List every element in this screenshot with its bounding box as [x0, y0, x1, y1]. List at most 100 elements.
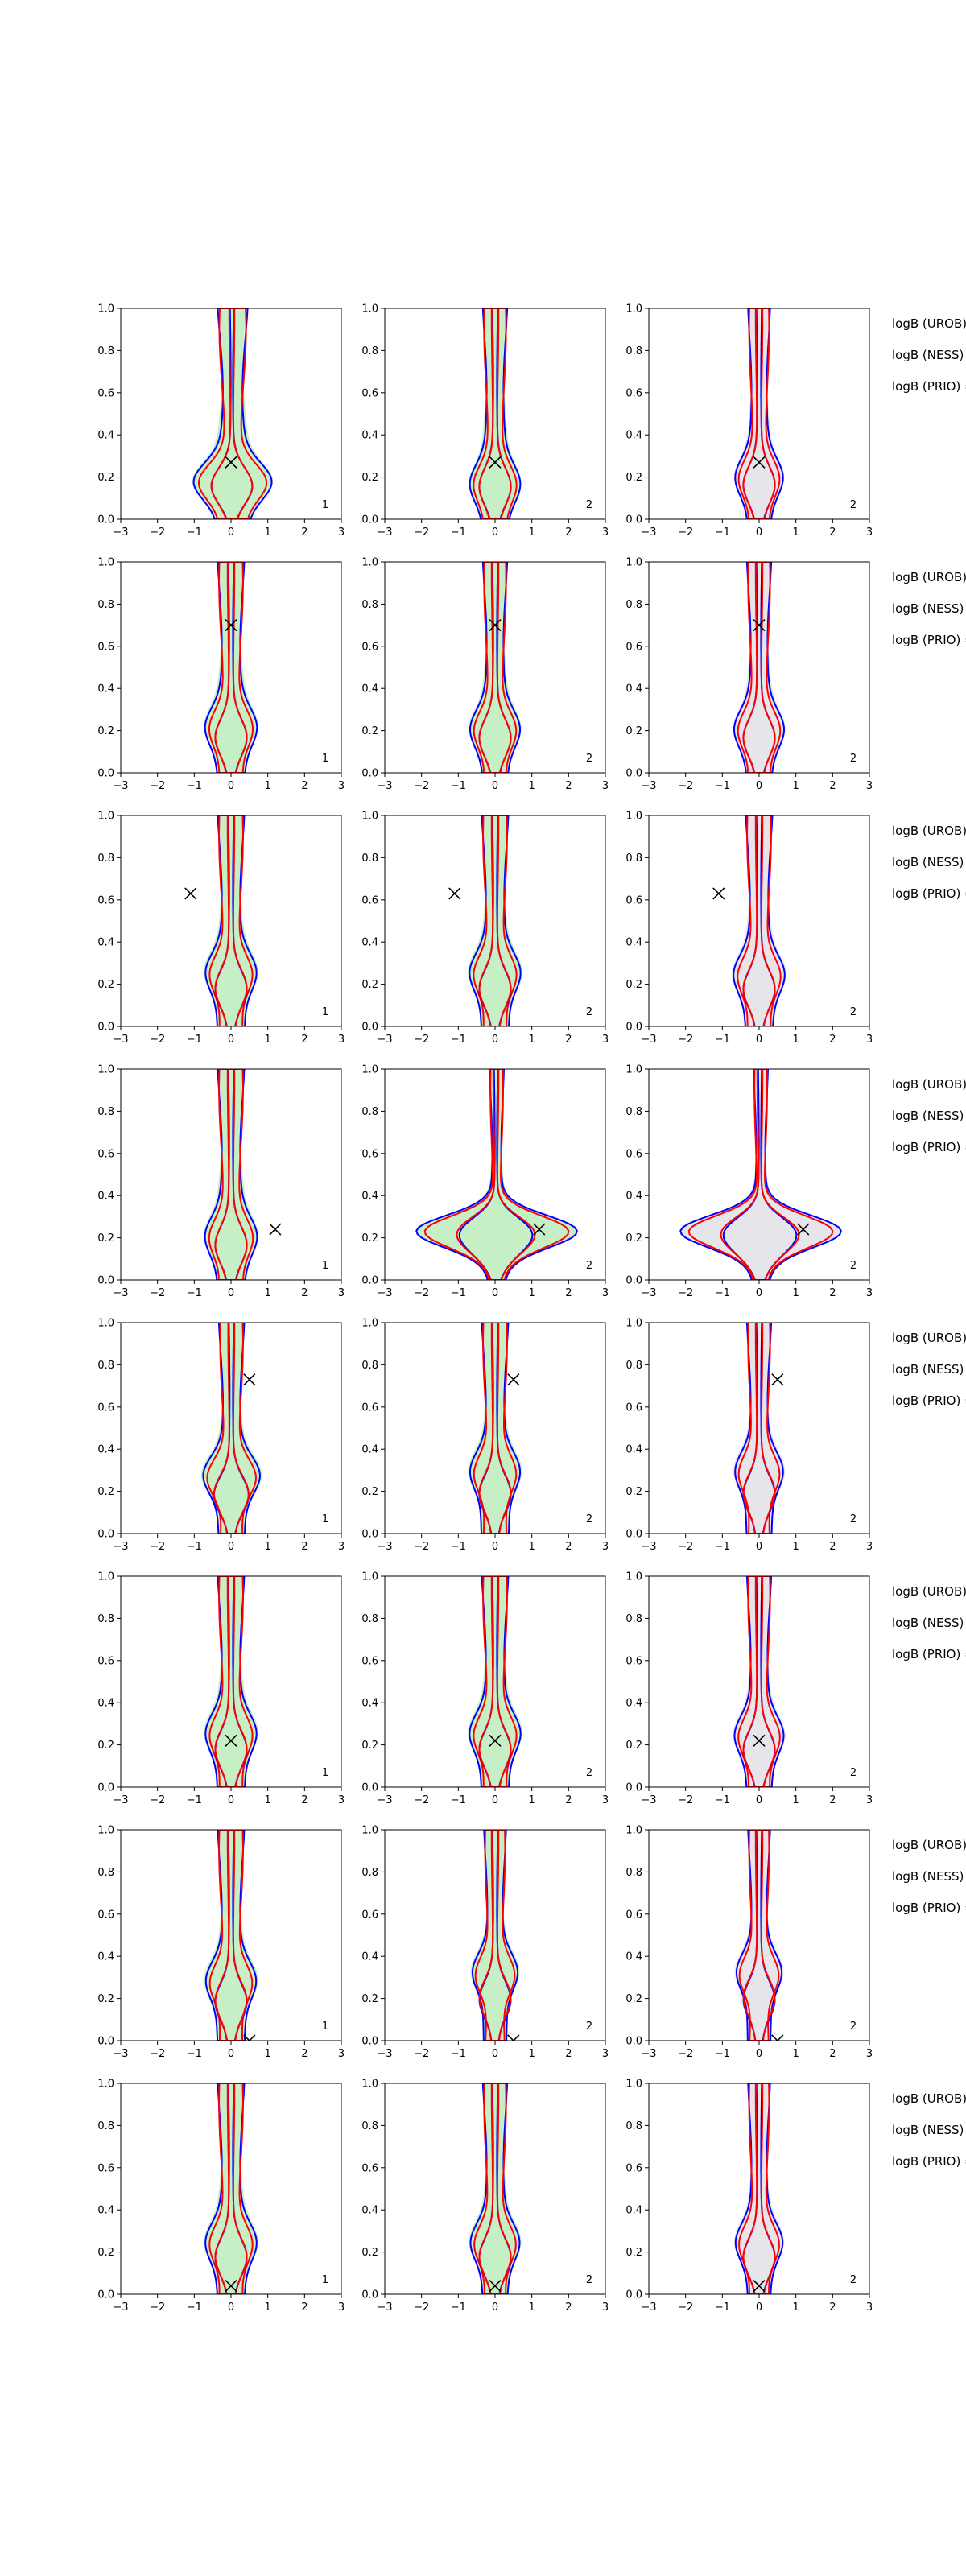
panel-number-label: 1 [322, 499, 328, 511]
y-tick-label: 0.8 [97, 852, 114, 865]
logB-label: logB (PRIO) = [892, 886, 966, 901]
contour-outer-red [473, 1323, 518, 1534]
x-tick-label: −1 [715, 1794, 730, 1806]
x-tick-label: −2 [414, 1541, 429, 1553]
x-tick-label: −3 [641, 1034, 656, 1046]
contour-inner-red [214, 1830, 248, 2041]
logB-label: logB (PRIO) = [892, 2154, 966, 2169]
y-tick-label: 1.0 [97, 557, 114, 569]
x-tick-label: 3 [602, 1034, 609, 1046]
x-tick-label: −1 [451, 2301, 466, 2314]
y-tick-label: 0.6 [361, 1402, 378, 1414]
x-tick-label: 1 [265, 2301, 271, 2314]
x-tick-label: −3 [641, 780, 656, 792]
x-tick-label: 3 [338, 1541, 345, 1553]
y-tick-label: 1.0 [97, 1825, 114, 1837]
x-tick-label: −3 [377, 2048, 392, 2060]
y-tick-label: 0.8 [97, 1360, 114, 1372]
true-value-marker [753, 2279, 766, 2293]
y-tick-label: 0.8 [97, 599, 114, 611]
x-tick-label: −2 [150, 780, 165, 792]
logB-label: logB (NESS) = [892, 1869, 966, 1884]
contour-outer-red [208, 1069, 254, 1280]
contour-outer-blue [734, 308, 784, 519]
y-tick-label: 0.4 [625, 1698, 642, 1710]
y-tick-label: 0.4 [97, 430, 114, 442]
panel-number-label: 2 [586, 753, 592, 765]
contour-outer-blue [204, 2083, 258, 2294]
panel-number-label: 1 [322, 753, 328, 765]
x-tick-label: 1 [529, 780, 535, 792]
x-tick-label: −2 [150, 1287, 165, 1299]
x-tick-label: 0 [492, 526, 498, 539]
y-tick-label: 0.6 [97, 894, 114, 906]
x-tick-label: 3 [602, 1287, 609, 1299]
x-tick-label: 3 [866, 1541, 873, 1553]
panel-r2-c2: −3 −2 −1 0 1 2 3 0.0 0.2 0.4 0.6 0.8 1.0 2 [361, 557, 609, 793]
contour-inner-red [214, 1576, 248, 1787]
panel-number-label: 2 [586, 2274, 592, 2286]
x-tick-label: −3 [641, 1541, 656, 1553]
true-value-marker [184, 887, 197, 900]
panel-number-label: 2 [586, 1767, 592, 1779]
y-tick-label: 0.6 [97, 1402, 114, 1414]
x-tick-label: −1 [187, 2048, 202, 2060]
contour-outer-red [737, 1323, 781, 1534]
y-tick-label: 0.2 [625, 1740, 642, 1752]
density-fill [204, 1576, 258, 1787]
contour-outer-blue [679, 1069, 842, 1280]
logB-label: logB (NESS) = [892, 348, 966, 362]
x-tick-label: 3 [866, 526, 873, 539]
x-tick-label: 2 [565, 780, 572, 792]
contour-inner-red [478, 1830, 512, 2041]
y-tick-label: 1.0 [361, 303, 378, 316]
y-tick-label: 1.0 [361, 1825, 378, 1837]
contour-outer-red [423, 1069, 570, 1280]
contour-inner-red [720, 1069, 800, 1280]
y-tick-label: 0.8 [361, 345, 378, 357]
true-value-marker [225, 619, 237, 632]
contour-inner-red [742, 1323, 776, 1534]
x-tick-label: 2 [829, 1794, 836, 1806]
contour-outer-red [738, 1830, 780, 2041]
y-tick-label: 0.6 [361, 1655, 378, 1667]
y-tick-label: 0.0 [361, 768, 378, 780]
contour-outer-blue [202, 1323, 261, 1534]
y-tick-label: 1.0 [97, 1318, 114, 1330]
true-value-marker [771, 1373, 784, 1386]
y-tick-label: 0.2 [625, 1486, 642, 1498]
x-tick-label: 3 [338, 1287, 345, 1299]
y-tick-label: 0.2 [361, 472, 378, 484]
x-tick-label: −3 [113, 1541, 128, 1553]
y-tick-label: 0.4 [361, 683, 378, 696]
y-tick-label: 0.4 [625, 937, 642, 949]
x-tick-label: −1 [187, 526, 202, 539]
x-tick-label: 3 [338, 1034, 345, 1046]
x-tick-label: 0 [756, 1794, 762, 1806]
y-tick-label: 0.0 [361, 514, 378, 526]
contour-outer-red [208, 2083, 254, 2294]
x-tick-label: −1 [187, 1034, 202, 1046]
y-tick-label: 0.8 [625, 1613, 642, 1625]
density-fill [734, 1830, 784, 2041]
y-tick-label: 1.0 [361, 1318, 378, 1330]
y-tick-label: 0.8 [625, 852, 642, 865]
contour-inner-red [213, 1323, 250, 1534]
true-value-marker [753, 619, 766, 632]
y-tick-label: 0.8 [361, 599, 378, 611]
y-tick-label: 0.4 [97, 1951, 114, 1963]
x-tick-label: 0 [228, 2048, 234, 2060]
x-tick-label: −1 [451, 2048, 466, 2060]
y-tick-label: 0.4 [625, 1951, 642, 1963]
x-tick-label: 2 [829, 1034, 836, 1046]
contour-outer-blue [204, 1069, 258, 1280]
y-tick-label: 0.0 [361, 1529, 378, 1541]
x-tick-label: 2 [829, 2301, 836, 2314]
y-tick-label: 1.0 [361, 1571, 378, 1583]
x-tick-label: −2 [678, 1794, 693, 1806]
y-tick-label: 0.6 [97, 2162, 114, 2174]
y-tick-label: 0.0 [97, 2289, 114, 2301]
x-tick-label: −2 [414, 1794, 429, 1806]
y-tick-label: 0.2 [361, 1993, 378, 2005]
x-tick-label: 2 [829, 1541, 836, 1553]
